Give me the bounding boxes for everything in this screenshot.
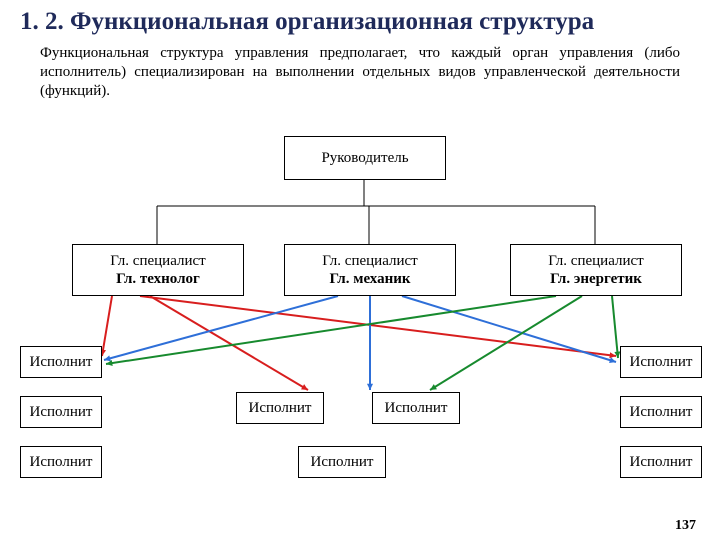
box-spec_a-line0: Гл. специалист bbox=[110, 252, 205, 270]
box-spec_b-line0: Гл. специалист bbox=[322, 252, 417, 270]
box-ex_a1: Исполнит bbox=[20, 346, 102, 378]
page-title: 1. 2. Функциональная организационная стр… bbox=[20, 8, 594, 36]
intro-paragraph: Функциональная структура управления пред… bbox=[40, 44, 680, 100]
box-spec_a: Гл. специалистГл. технолог bbox=[72, 244, 244, 296]
box-ex_b2: Исполнит bbox=[372, 392, 460, 424]
box-ex_a2-line0: Исполнит bbox=[30, 403, 93, 421]
box-ex_b3: Исполнит bbox=[298, 446, 386, 478]
page-number: 137 bbox=[675, 518, 696, 534]
box-ex_a3: Исполнит bbox=[20, 446, 102, 478]
box-ex_a1-line0: Исполнит bbox=[30, 353, 93, 371]
box-spec_c: Гл. специалистГл. энергетик bbox=[510, 244, 682, 296]
box-spec_b: Гл. специалистГл. механик bbox=[284, 244, 456, 296]
box-spec_b-line1: Гл. механик bbox=[329, 270, 410, 288]
box-spec_c-line1: Гл. энергетик bbox=[550, 270, 642, 288]
box-ex_c2: Исполнит bbox=[620, 396, 702, 428]
box-ex_b1: Исполнит bbox=[236, 392, 324, 424]
box-ex_c1: Исполнит bbox=[620, 346, 702, 378]
box-ex_a3-line0: Исполнит bbox=[30, 453, 93, 471]
box-spec_a-line1: Гл. технолог bbox=[116, 270, 200, 288]
box-ex_b1-line0: Исполнит bbox=[249, 399, 312, 417]
box-leader-line0: Руководитель bbox=[321, 149, 408, 167]
box-spec_c-line0: Гл. специалист bbox=[548, 252, 643, 270]
box-ex_b3-line0: Исполнит bbox=[311, 453, 374, 471]
box-ex_a2: Исполнит bbox=[20, 396, 102, 428]
box-leader: Руководитель bbox=[284, 136, 446, 180]
box-ex_c1-line0: Исполнит bbox=[630, 353, 693, 371]
box-ex_c3-line0: Исполнит bbox=[630, 453, 693, 471]
box-ex_c2-line0: Исполнит bbox=[630, 403, 693, 421]
box-ex_c3: Исполнит bbox=[620, 446, 702, 478]
box-ex_b2-line0: Исполнит bbox=[385, 399, 448, 417]
